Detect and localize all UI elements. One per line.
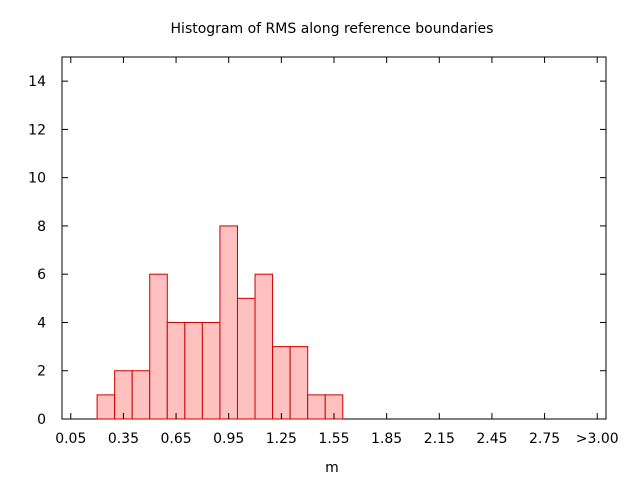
x-tick-label: 1.85 bbox=[371, 431, 402, 447]
histogram-bar-2 bbox=[131, 370, 151, 420]
histogram-bar-12 bbox=[307, 394, 326, 420]
histogram-bar-3 bbox=[149, 273, 168, 420]
x-tick-label: 1.55 bbox=[318, 431, 349, 447]
histogram-bar-8 bbox=[236, 297, 256, 420]
histogram-bar-7 bbox=[219, 225, 238, 420]
x-tick-label: >3.00 bbox=[576, 431, 619, 447]
x-tick-label: 0.05 bbox=[55, 431, 86, 447]
x-tick-label: 1.25 bbox=[266, 431, 297, 447]
axis-ticks: 0 2 4 6 8 10 12 14 0.05 0.35 0.65 0.95 1.25 1.55 1.85 2… bbox=[28, 57, 619, 447]
y-tick-label: 2 bbox=[37, 364, 46, 380]
histogram-bar-11 bbox=[289, 346, 309, 420]
plot-axes bbox=[61, 56, 607, 420]
y-tick-label: 6 bbox=[37, 267, 46, 283]
x-tick-label: 0.65 bbox=[160, 431, 191, 447]
x-tick-label: 2.45 bbox=[476, 431, 507, 447]
histogram-bar-6 bbox=[201, 321, 221, 420]
histogram-bar-10 bbox=[272, 346, 291, 420]
histogram-bars bbox=[96, 225, 344, 420]
x-tick-label: 0.95 bbox=[213, 431, 244, 447]
y-tick-label: 8 bbox=[37, 219, 46, 235]
y-tick-label: 4 bbox=[37, 315, 46, 331]
histogram-bar-9 bbox=[254, 273, 274, 420]
y-tick-label: 14 bbox=[28, 74, 46, 90]
y-tick-label: 12 bbox=[28, 122, 46, 138]
histogram-bar-0 bbox=[96, 394, 116, 420]
x-axis-label: m bbox=[325, 460, 339, 476]
x-tick-label: 0.35 bbox=[108, 431, 139, 447]
y-tick-label: 10 bbox=[28, 171, 46, 187]
histogram-bar-4 bbox=[166, 321, 186, 420]
x-tick-label: 2.15 bbox=[424, 431, 455, 447]
chart-title: Histogram of RMS along reference boundar… bbox=[171, 21, 494, 37]
x-tick-label: 2.75 bbox=[529, 431, 560, 447]
histogram-bar-1 bbox=[114, 370, 133, 420]
plot-border bbox=[61, 56, 607, 420]
histogram-bar-5 bbox=[184, 321, 203, 420]
y-tick-label: 0 bbox=[37, 412, 46, 428]
